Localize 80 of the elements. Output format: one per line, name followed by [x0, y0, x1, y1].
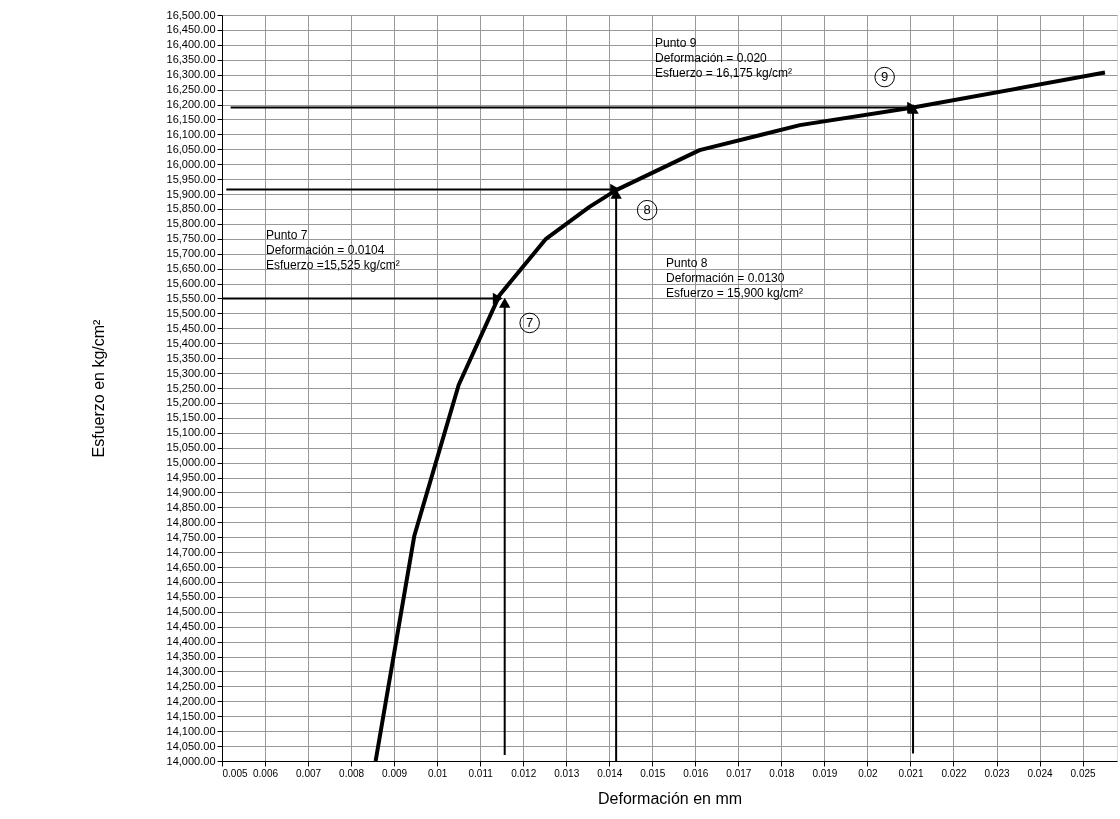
y-tick-label: 14,700.00 — [166, 545, 216, 558]
x-tick-label: 0.007 — [296, 767, 322, 779]
x-tick-label: 0.019 — [812, 767, 838, 779]
annotation: Punto 8 Deformación = 0.0130 Esfuerzo = 15,900 kg/cm² — [666, 256, 804, 300]
y-tick-label: 14,150.00 — [166, 709, 216, 722]
x-tick-label: 0.006 — [253, 767, 279, 779]
x-tick-label: 0.017 — [726, 767, 752, 779]
y-tick-label: 15,300.00 — [166, 366, 216, 379]
annotation: Punto 7 Deformación = 0.0104 Esfuerzo =15,525 kg/cm² — [266, 228, 400, 272]
x-tick-label: 0.023 — [984, 767, 1010, 779]
x-tick-label: 0.008 — [339, 767, 365, 779]
annotation: 7 — [526, 314, 534, 330]
y-tick-label: 15,850.00 — [166, 202, 216, 215]
y-tick-label: 15,000.00 — [166, 456, 216, 469]
x-tick-label: 0.025 — [1070, 767, 1097, 779]
y-tick-label: 14,950.00 — [166, 471, 216, 484]
y-tick-label: 14,200.00 — [166, 694, 216, 707]
annotation: 8 — [643, 202, 651, 218]
x-tick-label: 0.005 — [222, 767, 248, 779]
y-tick-label: 14,000.00 — [166, 754, 216, 767]
y-tick-label: 15,400.00 — [166, 336, 216, 349]
y-tick-label: 16,050.00 — [166, 142, 216, 155]
y-tick-label: 14,550.00 — [166, 590, 216, 603]
y-tick-label: 14,450.00 — [166, 620, 216, 633]
y-tick-label: 14,250.00 — [166, 679, 216, 692]
y-tick-label: 14,300.00 — [166, 664, 216, 677]
y-tick-label: 14,800.00 — [166, 515, 216, 528]
y-tick-label: 15,500.00 — [166, 306, 216, 319]
y-tick-label: 14,900.00 — [166, 485, 216, 498]
y-tick-label: 14,350.00 — [166, 650, 216, 663]
x-tick-label: 0.022 — [941, 767, 967, 779]
y-tick-label: 15,350.00 — [166, 351, 216, 364]
y-tick-label: 15,650.00 — [166, 262, 216, 275]
y-tick-label: 16,150.00 — [166, 112, 216, 125]
x-tick-label: 0.013 — [554, 767, 580, 779]
y-tick-label: 14,100.00 — [166, 724, 216, 737]
y-tick-label: 15,900.00 — [166, 187, 216, 200]
y-tick-label: 15,600.00 — [166, 277, 216, 290]
y-tick-label: 15,550.00 — [166, 291, 216, 304]
annotation: 9 — [881, 69, 889, 85]
x-tick-label: 0.014 — [597, 767, 623, 779]
annotation: Punto 9 Deformación = 0.020 Esfuerzo = 16,175 kg/cm² — [655, 36, 793, 80]
x-axis-title: Deformación en mm — [597, 789, 743, 807]
y-tick-label: 15,200.00 — [166, 396, 216, 409]
x-tick-label: 0.01 — [427, 767, 448, 779]
y-tick-label: 16,250.00 — [166, 83, 216, 96]
x-tick-label: 0.015 — [640, 767, 666, 779]
y-tick-label: 14,650.00 — [166, 560, 216, 573]
y-tick-label: 15,950.00 — [166, 172, 216, 185]
y-tick-label: 14,500.00 — [166, 605, 216, 618]
y-tick-label: 14,850.00 — [166, 500, 216, 513]
y-tick-label: 14,050.00 — [166, 739, 216, 752]
x-tick-label: 0.024 — [1027, 767, 1053, 779]
y-tick-label: 16,500.00 — [166, 8, 216, 21]
y-tick-label: 15,450.00 — [166, 321, 216, 334]
x-tick-label: 0.02 — [858, 767, 879, 779]
y-tick-label: 16,200.00 — [166, 98, 216, 111]
y-tick-label: 16,000.00 — [166, 157, 216, 170]
y-tick-label: 16,450.00 — [166, 23, 216, 36]
y-tick-label: 15,250.00 — [166, 381, 216, 394]
y-tick-label: 15,750.00 — [166, 232, 216, 245]
x-tick-label: 0.011 — [468, 767, 494, 779]
y-tick-label: 16,100.00 — [166, 127, 216, 140]
x-tick-label: 0.018 — [769, 767, 795, 779]
y-tick-label: 16,300.00 — [166, 68, 216, 81]
y-tick-label: 16,350.00 — [166, 53, 216, 66]
y-tick-label: 14,600.00 — [166, 575, 216, 588]
x-tick-label: 0.012 — [511, 767, 537, 779]
y-tick-label: 14,400.00 — [166, 635, 216, 648]
y-tick-label: 15,150.00 — [166, 411, 216, 424]
x-tick-label: 0.021 — [898, 767, 924, 779]
y-tick-label: 16,400.00 — [166, 38, 216, 51]
y-tick-label: 15,700.00 — [166, 247, 216, 260]
y-axis-title: Esfuerzo en kg/cm² — [89, 318, 107, 458]
y-tick-label: 15,050.00 — [166, 441, 216, 454]
y-tick-label: 15,800.00 — [166, 217, 216, 230]
x-tick-label: 0.016 — [683, 767, 709, 779]
y-tick-label: 15,100.00 — [166, 426, 216, 439]
y-tick-label: 14,750.00 — [166, 530, 216, 543]
x-tick-label: 0.009 — [382, 767, 408, 779]
